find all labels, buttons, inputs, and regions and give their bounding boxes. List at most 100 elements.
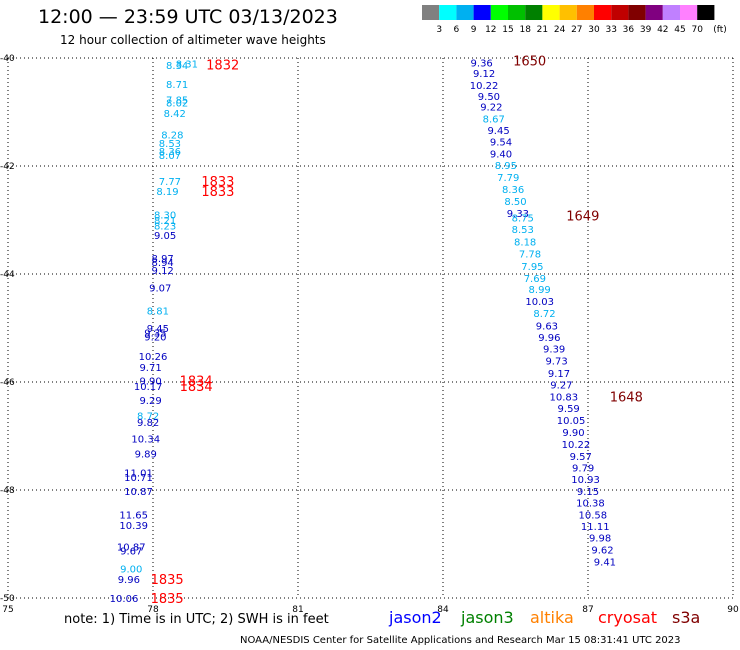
page-title: 12:00 — 23:59 UTC 03/13/2023 [38,6,338,28]
pass-time-label: 1650 [513,55,546,70]
pass-time-label: 1648 [610,391,643,406]
colorbar-swatch [680,5,698,20]
wave-height-value: 10.39 [119,521,148,532]
latitude-tick-label: -44 [0,270,15,280]
colorbar-label: 36 [623,25,635,35]
colorbar-unit: (ft) [713,25,727,35]
wave-height-value: 8.81 [147,307,169,318]
wave-height-value: 8.42 [164,109,186,120]
wave-height-value: 8.21 [154,216,176,227]
wave-height-value: 10.87 [117,543,146,554]
wave-height-value: 9.22 [480,103,502,114]
wave-height-value: 9.57 [570,452,592,463]
wave-height-value: 9.89 [135,449,157,460]
wave-height-value: 8.34 [166,61,188,72]
wave-height-value: 10.26 [139,352,168,363]
footer-credit: NOAA/NESDIS Center for Satellite Applica… [240,635,681,646]
wave-height-value: 9.79 [572,463,594,474]
wave-height-value: 10.06 [110,594,139,605]
colorbar-swatch [439,5,457,20]
colorbar-swatch [456,5,474,20]
longitude-tick-label: 78 [147,605,159,615]
pass-time-label: 1835 [151,573,184,588]
colorbar-swatch [422,5,440,20]
colorbar-swatch [697,5,715,20]
wave-height-value: 9.15 [577,487,599,498]
wave-height-value: 8.99 [529,285,551,296]
latitude-tick-label: -46 [0,378,15,388]
wave-height-value: 8.31 [176,59,198,70]
wave-height-value: 8.53 [512,225,534,236]
wave-height-value: 8.30 [154,211,176,222]
wave-height-value: 9.27 [550,381,572,392]
wave-height-value: 9.54 [490,138,512,149]
colorbar-label: 27 [571,25,582,35]
wave-height-value: 9.96 [118,575,140,586]
satellite-s3a-label: s3a [672,608,701,627]
pass-time-label: 1832 [206,58,239,73]
wave-height-value: 7.95 [521,262,543,273]
wave-height-value: 9.73 [545,356,567,367]
wave-height-value: 11.65 [119,510,148,521]
wave-height-value: 9.45 [487,126,509,137]
wave-height-value: 9.63 [536,321,558,332]
wave-height-value: 8.23 [154,221,176,232]
wave-height-value: 8.07 [159,151,181,162]
longitude-tick-label: 90 [727,605,739,615]
longitude-tick-label: 75 [2,605,13,615]
wave-height-value: 8.53 [159,139,181,150]
colorbar-label: 12 [485,25,496,35]
wave-height-value: 9.45 [147,324,169,335]
wave-height-value: 10.22 [470,81,499,92]
wave-height-value: 10.05 [557,416,586,427]
wave-height-value: 8.94 [152,258,174,269]
wave-height-value: 8.71 [166,80,188,91]
wave-height-value: 9.20 [144,333,166,344]
wave-height-value: 8.02 [166,98,188,109]
satellite-altika-label: altika [530,608,574,627]
satellite-jason2-label: jason2 [389,608,442,627]
wave-height-value: 8.18 [514,238,536,249]
wave-height-value: 10.71 [124,473,153,484]
wave-height-value: 9.07 [149,284,171,295]
page-subtitle: 12 hour collection of altimeter wave hei… [60,33,326,47]
colorbar-swatch [662,5,680,20]
wave-height-value: 8.28 [161,131,183,142]
wave-height-value: 10.22 [562,440,591,451]
wave-height-value: 9.33 [507,209,529,220]
pass-time-label: 1833 [201,175,234,190]
wave-height-value: 9.12 [473,69,495,80]
colorbar-swatch [473,5,491,20]
colorbar-swatch [594,5,612,20]
wave-height-value: 8.72 [533,309,555,320]
wave-height-value: 10.17 [134,382,163,393]
wave-height-value: 10.93 [571,475,600,486]
wave-height-value: 9.35 [144,328,166,339]
longitude-tick-label: 84 [437,605,449,615]
wave-height-value: 8.50 [504,197,526,208]
wave-height-value: 10.58 [579,510,608,521]
wave-height-value: 8.19 [156,187,178,198]
colorbar-label: 70 [691,25,703,35]
colorbar-label: 45 [674,25,685,35]
wave-height-value: 9.17 [548,369,570,380]
wave-height-value: 10.03 [525,297,554,308]
pass-time-label: 1834 [180,380,213,395]
satellite-jason3-label: jason3 [461,608,514,627]
wave-height-value: 10.87 [124,487,153,498]
wave-height-value: 10.38 [576,498,605,509]
colorbar-label: 33 [605,25,616,35]
wave-height-value: 9.50 [478,92,500,103]
colorbar-swatch [542,5,560,20]
wave-height-value: 8.36 [159,147,181,158]
colorbar-label: 15 [502,25,513,35]
wave-height-value: 9.98 [589,534,611,545]
wave-height-value: 9.82 [137,418,159,429]
wave-height-value: 9.41 [594,557,616,568]
pass-time-label: 1834 [180,374,213,389]
wave-height-value: 7.78 [519,249,541,260]
colorbar-swatch [525,5,543,20]
latitude-tick-label: -50 [0,594,15,604]
wave-height-value: 9.96 [538,333,560,344]
colorbar-label: 42 [657,25,668,35]
